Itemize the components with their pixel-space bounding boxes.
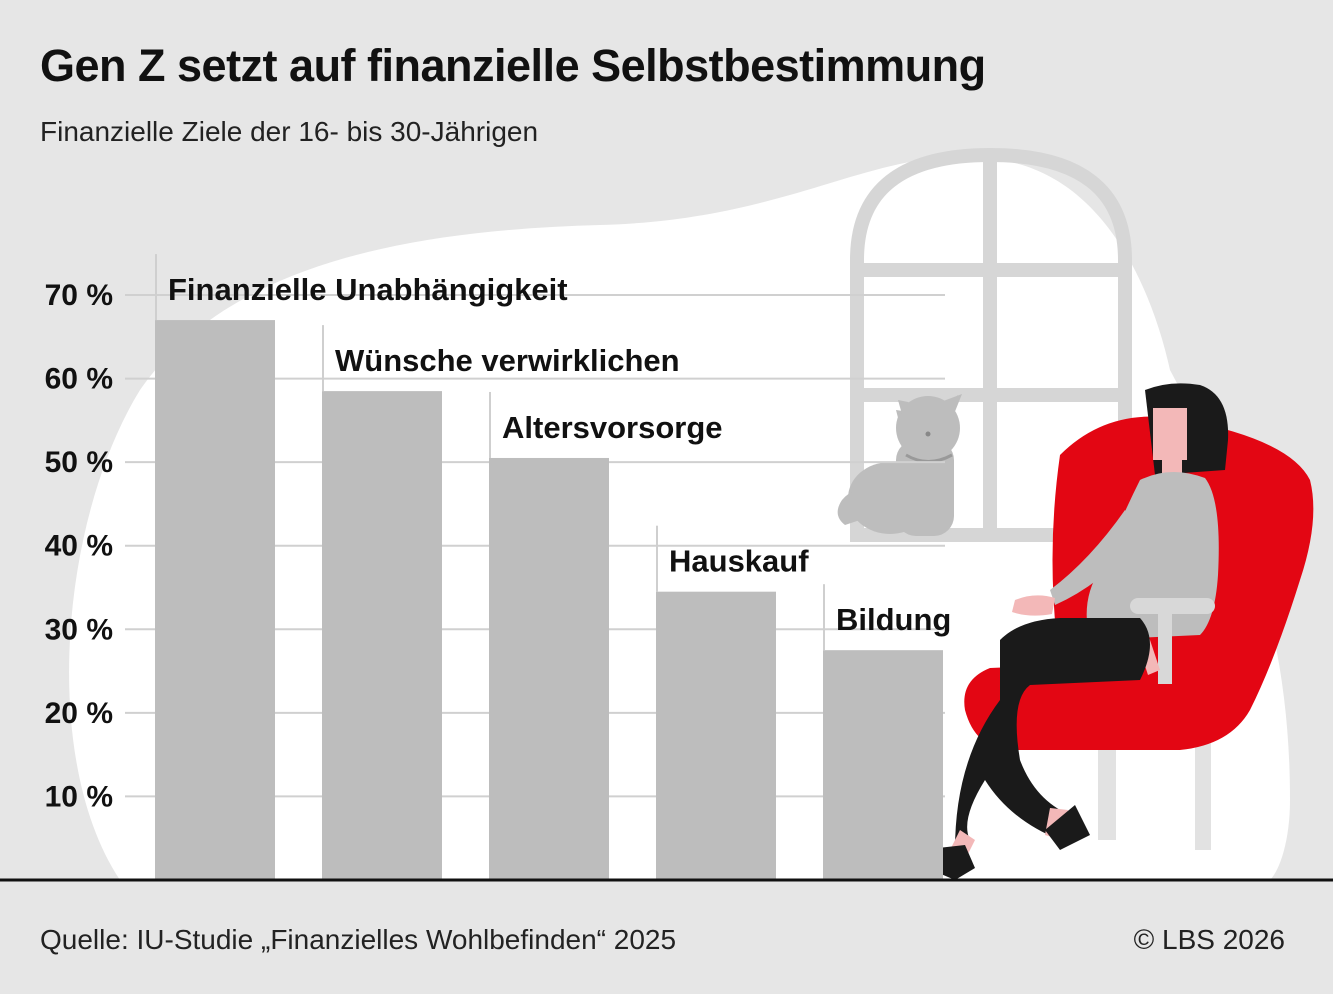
y-tick-label: 60 % — [45, 363, 113, 396]
cat-icon — [837, 394, 962, 536]
category-label: Wünsche verwirklichen — [335, 343, 680, 378]
y-axis-tick-labels: 10 % 20 % 30 % 40 % 50 % 60 % 70 % — [45, 279, 113, 813]
bar — [155, 320, 275, 881]
y-tick-label: 70 % — [45, 279, 113, 312]
y-tick-label: 20 % — [45, 697, 113, 730]
y-tick-label: 40 % — [45, 530, 113, 563]
bars: Finanzielle Unabhängigkeit Wünsche verwir… — [155, 254, 951, 881]
y-tick-label: 50 % — [45, 446, 113, 479]
y-tick-label: 10 % — [45, 780, 113, 813]
bar — [823, 650, 943, 880]
bar — [322, 391, 442, 880]
woman-icon — [920, 383, 1229, 880]
y-tick-label: 30 % — [45, 613, 113, 646]
chart-subtitle: Finanzielle Ziele der 16- bis 30-Jährige… — [40, 116, 539, 147]
bar — [489, 457, 609, 880]
category-label: Hauskauf — [669, 544, 809, 579]
bar — [656, 591, 776, 880]
category-label: Altersvorsorge — [502, 410, 723, 445]
copyright-note: © LBS 2026 — [1133, 924, 1285, 955]
category-label: Finanzielle Unabhängigkeit — [168, 272, 568, 307]
category-label: Bildung — [836, 602, 951, 637]
source-note: Quelle: IU-Studie „Finanzielles Wohlbefi… — [40, 924, 677, 955]
chart-title: Gen Z setzt auf finanzielle Selbstbestim… — [40, 40, 986, 91]
